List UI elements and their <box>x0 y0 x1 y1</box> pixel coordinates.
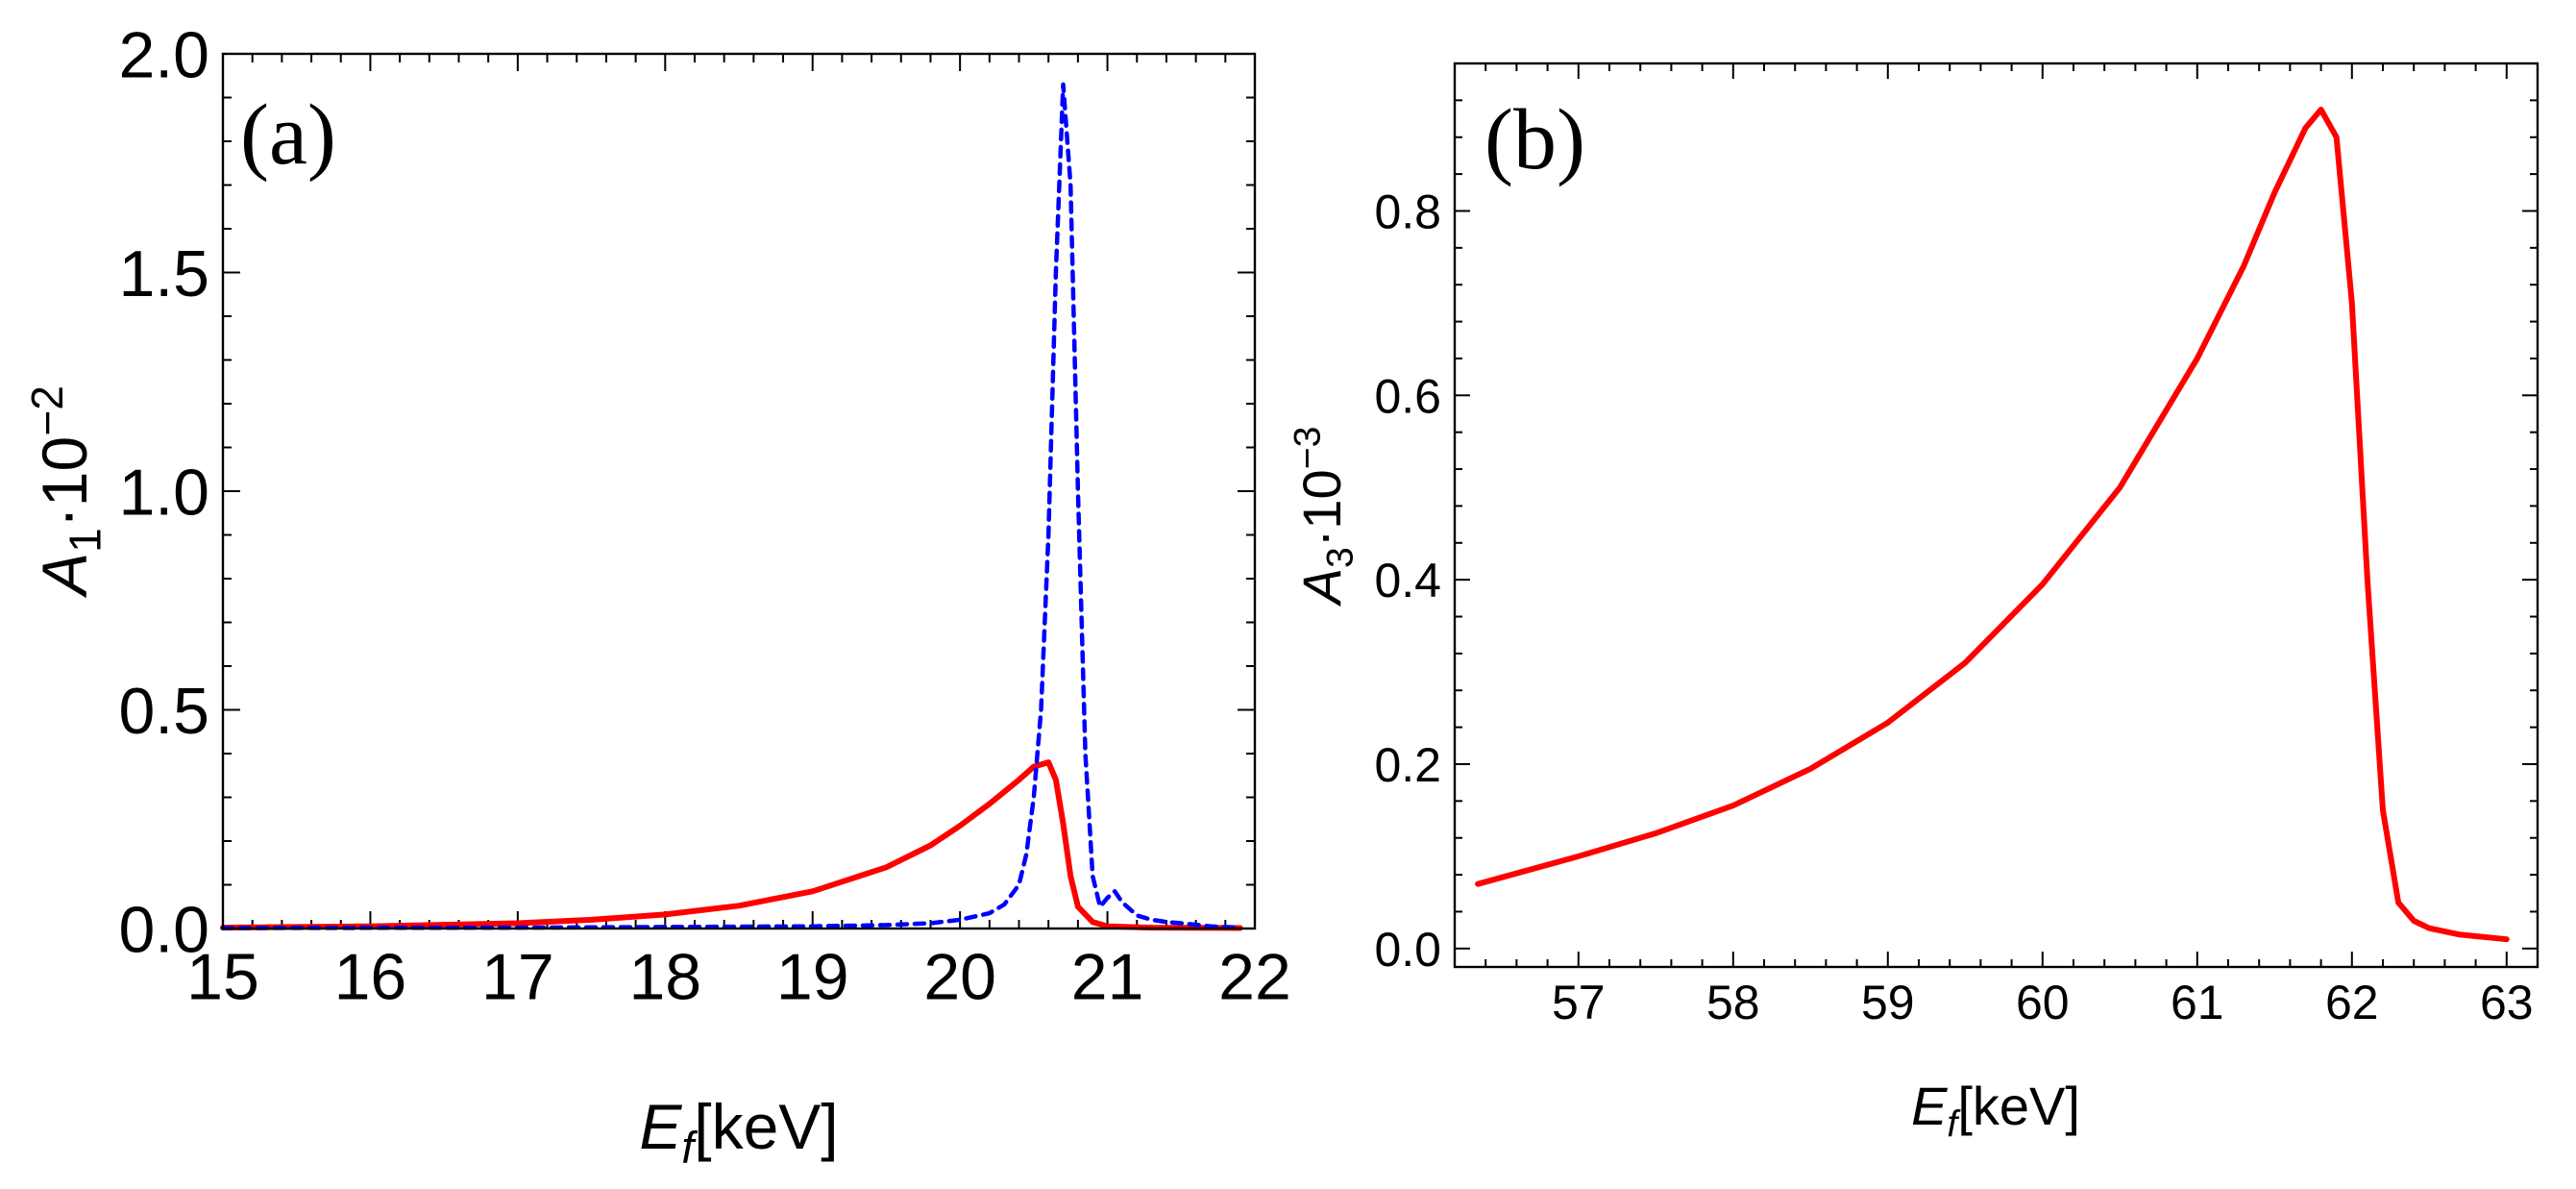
panel-a-chart: 15 16 17 18 19 20 21 22 0.0 0.5 1.0 1.5 2.0 (a) Ef[k… <box>22 18 1291 1172</box>
panel-a-x-axis-label-sub: f <box>681 1123 698 1173</box>
panel-a-label: (a) <box>240 87 336 183</box>
panel-a-x-axis-label: Ef[keV] <box>639 1091 838 1173</box>
panel-b-y-axis-label-main: A <box>1291 568 1352 607</box>
x-tick-label: 61 <box>2171 976 2224 1029</box>
y-tick-label: 0.8 <box>1374 185 1441 238</box>
x-tick-label: 58 <box>1706 976 1760 1029</box>
panel-b-x-axis-label: Ef[keV] <box>1911 1076 2080 1145</box>
x-tick-label: 57 <box>1552 976 1606 1029</box>
y-tick-label: 2.0 <box>118 18 209 91</box>
panel-b-y-axis-label-exp: −3 <box>1288 427 1329 470</box>
y-tick-label: 0.2 <box>1374 738 1441 792</box>
x-tick-label: 62 <box>2325 976 2379 1029</box>
x-tick-label: 21 <box>1071 940 1144 1013</box>
x-tick-label: 19 <box>776 940 849 1013</box>
series-dashed-line <box>220 82 1242 930</box>
panel-b-y-axis-label-sub: 3 <box>1319 547 1361 568</box>
x-tick-label: 63 <box>2480 976 2534 1029</box>
x-tick-label: 15 <box>186 940 259 1013</box>
x-tick-label: 18 <box>628 940 701 1013</box>
panel-a-frame <box>221 52 1257 930</box>
y-tick-label: 0.5 <box>118 675 209 748</box>
panel-b-label: (b) <box>1484 92 1585 187</box>
panel-a-y-axis-label: A1·10−2 <box>22 385 110 599</box>
x-tick-label: 60 <box>2016 976 2070 1029</box>
y-tick-label: 0.0 <box>1374 923 1441 977</box>
y-tick-label: 1.0 <box>118 456 209 529</box>
series-solid-line <box>1475 107 2510 943</box>
panel-b-chart: 57 58 59 60 61 62 63 0.0 0.2 0.4 0.6 0.8 (b) Ef[keV… <box>1288 62 2539 1145</box>
panel-b-y-axis-label-factor: ·10 <box>1291 469 1352 547</box>
panel-b-x-axis-label-main: E <box>1911 1076 1948 1136</box>
x-tick-label: 16 <box>334 940 407 1013</box>
panel-a-y-axis-label-main: A <box>29 553 100 599</box>
panel-b-x-axis-label-unit: [keV] <box>1957 1076 2080 1136</box>
y-tick-label: 0.4 <box>1374 554 1441 607</box>
panel-a-x-axis-label-unit: [keV] <box>694 1091 838 1162</box>
y-tick-label: 0.0 <box>118 893 209 966</box>
panel-a-y-axis-label-sub: 1 <box>61 528 110 553</box>
x-tick-label: 20 <box>923 940 996 1013</box>
panel-b-frame <box>1453 62 2539 969</box>
panel-a-x-axis-label-main: E <box>639 1091 682 1162</box>
panel-a-y-axis-label-exp: −2 <box>22 385 72 436</box>
y-tick-label: 1.5 <box>118 237 209 310</box>
x-tick-label: 17 <box>481 940 554 1013</box>
panel-b-y-axis-label: A3·10−3 <box>1288 427 1362 607</box>
series-solid-line <box>220 759 1243 931</box>
x-tick-label: 22 <box>1218 940 1291 1013</box>
x-tick-label: 59 <box>1861 976 1915 1029</box>
panel-a-y-axis-label-factor: ·10 <box>29 436 100 528</box>
y-tick-label: 0.6 <box>1374 369 1441 423</box>
